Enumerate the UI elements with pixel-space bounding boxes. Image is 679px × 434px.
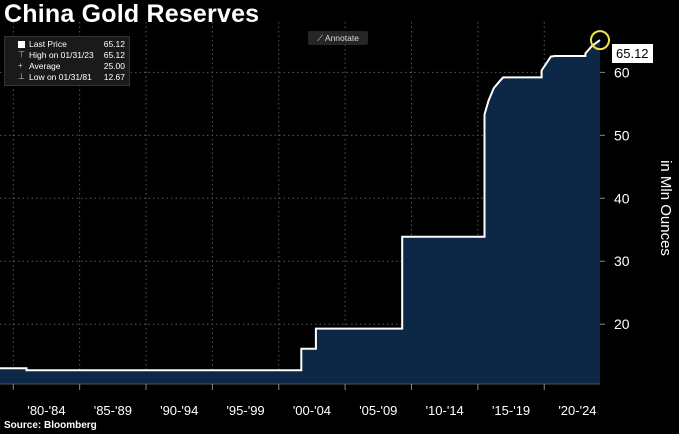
x-ticks: '80-'84 '85-'89 '90-'94 '95-'99 '00-'04 '05-'… [12, 384, 597, 418]
legend-low: ⊥ Low on 01/31/81 12.67 [5, 72, 129, 83]
x-tick-label: '80-'84 [27, 403, 65, 418]
legend-label: Last Price [29, 39, 67, 49]
legend-square-icon [18, 41, 25, 48]
y-tick-label: 30 [614, 253, 630, 269]
y-ticks: 20 30 40 50 60 [600, 64, 630, 332]
legend: Last Price 65.12 ⊤ High on 01/31/23 65.1… [4, 36, 130, 86]
legend-label: Low on 01/31/81 [29, 72, 92, 82]
x-tick-label: '05-'09 [359, 403, 397, 418]
last-value-highlight [590, 30, 610, 51]
y-tick-label: 40 [614, 190, 630, 206]
y-axis-label: in Mln Ounces [657, 160, 674, 256]
annotate-label: Annotate [324, 33, 359, 43]
legend-value: 25.00 [103, 61, 125, 71]
legend-label: Average [29, 61, 61, 71]
area-fill [0, 40, 600, 384]
legend-label: High on 01/31/23 [29, 50, 94, 60]
last-value-tag: 65.12 [612, 44, 653, 63]
x-tick-label: '90-'94 [160, 403, 198, 418]
x-tick-label: '95-'99 [226, 403, 264, 418]
low-arrow-icon: ⊥ [18, 72, 25, 81]
legend-value: 12.67 [103, 72, 125, 82]
legend-last-price: Last Price 65.12 [5, 39, 129, 50]
high-arrow-icon: ⊤ [18, 50, 25, 59]
legend-value: 65.12 [103, 50, 125, 60]
y-tick-label: 20 [614, 316, 630, 332]
annotate-button[interactable]: ⟋ Annotate [308, 31, 368, 45]
chart-title: China Gold Reserves [4, 0, 260, 28]
x-tick-label: '15-'19 [492, 403, 530, 418]
x-tick-label: '00-'04 [293, 403, 331, 418]
source-note: Source: Bloomberg [4, 420, 97, 431]
y-tick-label: 50 [614, 127, 630, 143]
x-tick-label: '10-'14 [426, 403, 464, 418]
average-icon: + [18, 61, 23, 70]
legend-value: 65.12 [103, 39, 125, 49]
legend-average: + Average 25.00 [5, 61, 129, 72]
y-tick-label: 60 [614, 64, 630, 80]
legend-high: ⊤ High on 01/31/23 65.12 [5, 50, 129, 61]
series-line [0, 39, 601, 372]
pencil-icon: ⟋ [317, 33, 325, 43]
x-tick-label: '20-'24 [558, 403, 596, 418]
x-tick-label: '85-'89 [94, 403, 132, 418]
